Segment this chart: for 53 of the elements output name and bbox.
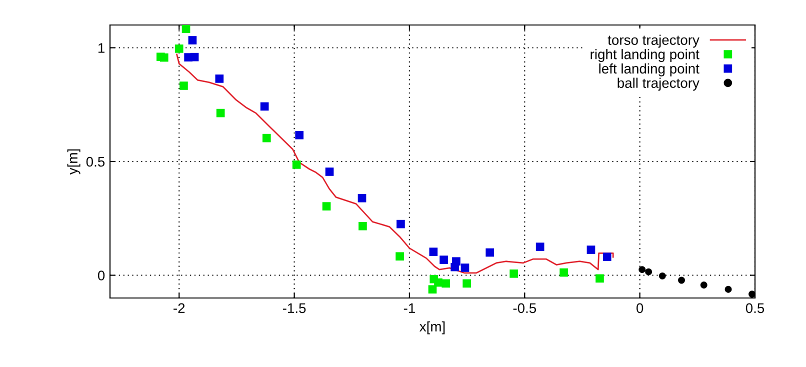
point (358, 194, 366, 202)
point (450, 262, 460, 272)
point (292, 160, 301, 169)
point (560, 268, 568, 277)
legend-label: right landing point (590, 49, 700, 62)
point (180, 82, 188, 90)
point (724, 286, 732, 293)
point (602, 252, 612, 261)
point (216, 108, 225, 118)
y-tick-label: 1 (98, 43, 104, 53)
point (700, 282, 708, 289)
point (645, 268, 652, 276)
point (295, 130, 304, 140)
point (190, 52, 199, 62)
point (160, 53, 168, 62)
point (182, 25, 190, 34)
point (358, 222, 367, 230)
point (325, 168, 334, 176)
point (536, 242, 544, 251)
point (396, 252, 404, 261)
point (460, 264, 470, 272)
y-tick-label: 0 (98, 270, 105, 280)
x-tick-label: -2 (174, 303, 185, 313)
legend-label: left landing point (599, 63, 700, 76)
point (440, 256, 448, 264)
legend-label: torso trajectory (608, 34, 700, 48)
point (486, 248, 494, 257)
point (174, 44, 184, 53)
point (442, 279, 450, 288)
x-axis-title: x[m] (420, 321, 445, 334)
x-tick-label: -1 (404, 303, 415, 313)
x-tick-label: 0.5 (746, 303, 764, 314)
point (510, 269, 518, 278)
y-tick-label: 0.5 (86, 156, 105, 167)
y-axis-title: y[m] (67, 149, 80, 175)
point (188, 36, 197, 44)
point (462, 279, 471, 288)
legend-label: ball trajectory (618, 78, 700, 91)
point (215, 74, 224, 83)
point (596, 274, 604, 283)
x-tick-label: -1.5 (282, 303, 306, 314)
point (429, 248, 438, 256)
point (658, 272, 666, 280)
point (586, 246, 596, 254)
point (322, 202, 331, 210)
point (638, 266, 646, 274)
point (396, 220, 405, 228)
point (260, 102, 269, 111)
x-tick-label: -0.5 (513, 303, 536, 314)
point (262, 134, 271, 142)
point (428, 285, 437, 294)
x-tick-label: 0 (636, 303, 644, 314)
point (678, 276, 685, 284)
